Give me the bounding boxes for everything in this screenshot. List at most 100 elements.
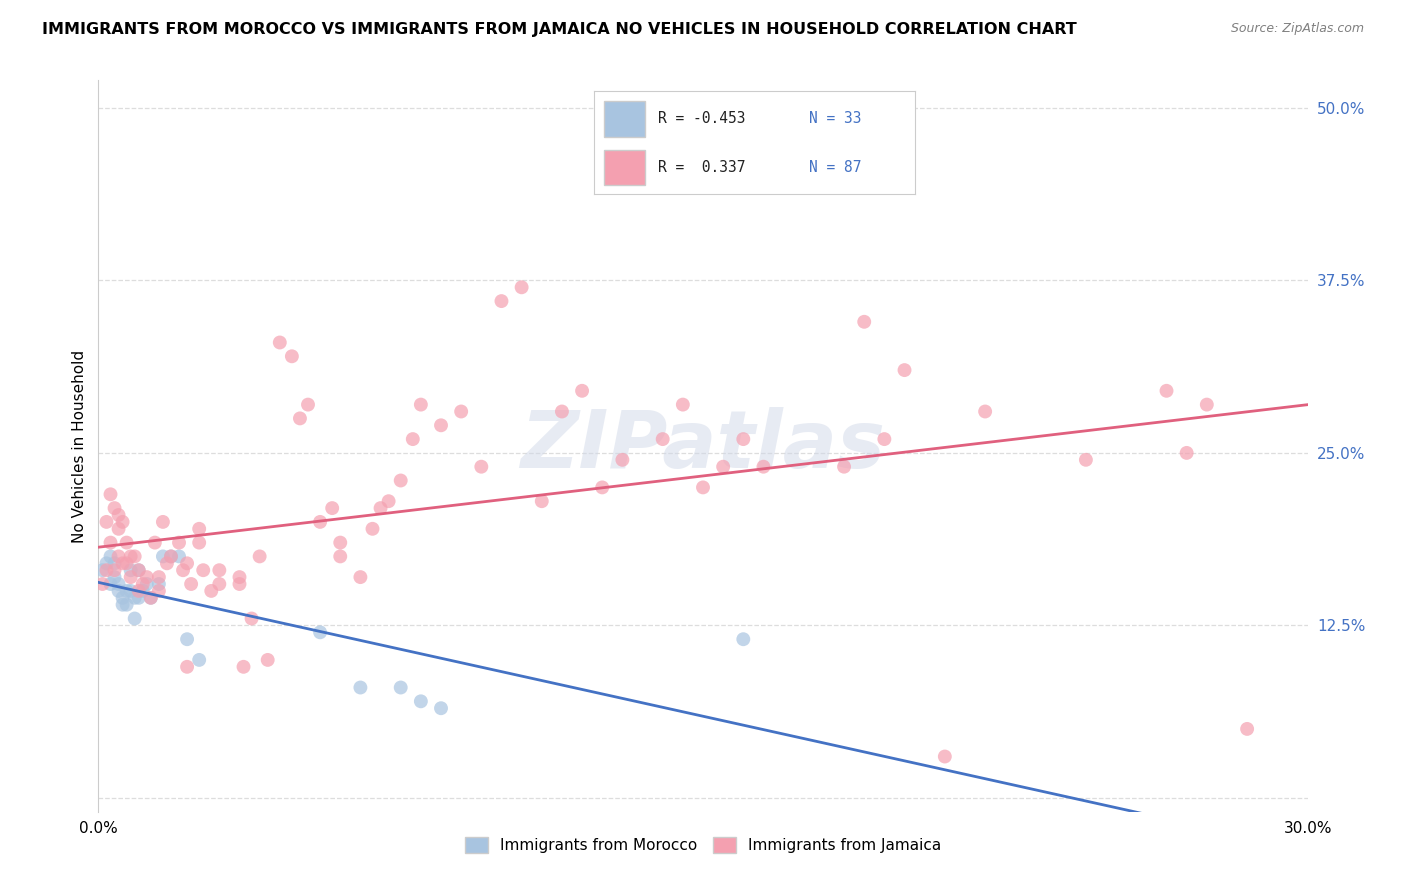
Point — [160, 549, 183, 564]
Point — [510, 280, 533, 294]
Point — [309, 625, 332, 640]
Point — [1175, 446, 1198, 460]
Point — [91, 563, 114, 577]
Point — [103, 570, 125, 584]
Point — [329, 549, 352, 564]
Point — [651, 432, 673, 446]
Point — [361, 522, 384, 536]
Point — [115, 557, 138, 571]
Point — [128, 583, 150, 598]
Point — [152, 515, 174, 529]
Point — [160, 549, 183, 564]
Point — [128, 591, 150, 605]
Point — [188, 535, 211, 549]
Point — [1156, 384, 1178, 398]
Point — [450, 404, 472, 418]
Point — [934, 749, 956, 764]
Point — [91, 577, 114, 591]
Point — [115, 535, 138, 549]
Point — [111, 598, 134, 612]
Point — [470, 459, 492, 474]
Point — [349, 570, 371, 584]
Point — [107, 522, 129, 536]
Point — [111, 591, 134, 605]
Point — [711, 459, 734, 474]
Point — [672, 398, 695, 412]
Point — [96, 515, 118, 529]
Point — [148, 570, 170, 584]
Point — [853, 315, 876, 329]
Point — [228, 570, 250, 584]
Point — [128, 563, 150, 577]
Point — [176, 557, 198, 571]
Point — [208, 563, 231, 577]
Legend: Immigrants from Morocco, Immigrants from Jamaica: Immigrants from Morocco, Immigrants from… — [458, 830, 948, 859]
Point — [103, 563, 125, 577]
Point — [591, 480, 613, 494]
Point — [100, 549, 122, 564]
Point — [200, 583, 222, 598]
Point — [115, 598, 138, 612]
Point — [692, 480, 714, 494]
Point — [402, 432, 425, 446]
Point — [120, 570, 142, 584]
Point — [873, 432, 896, 446]
Point — [172, 563, 194, 577]
Point — [156, 557, 179, 571]
Point — [329, 535, 352, 549]
Point — [249, 549, 271, 564]
Text: Source: ZipAtlas.com: Source: ZipAtlas.com — [1230, 22, 1364, 36]
Point — [176, 660, 198, 674]
Point — [135, 570, 157, 584]
Point — [430, 418, 453, 433]
Point — [135, 577, 157, 591]
Point — [309, 515, 332, 529]
Point — [120, 563, 142, 577]
Point — [124, 549, 146, 564]
Point — [148, 577, 170, 591]
Point — [733, 432, 755, 446]
Point — [107, 508, 129, 522]
Point — [96, 557, 118, 571]
Point — [100, 577, 122, 591]
Point — [321, 501, 343, 516]
Point — [152, 549, 174, 564]
Point — [240, 611, 263, 625]
Point — [571, 384, 593, 398]
Point — [124, 591, 146, 605]
Point — [297, 398, 319, 412]
Point — [124, 611, 146, 625]
Point — [176, 632, 198, 647]
Point — [752, 459, 775, 474]
Point — [180, 577, 202, 591]
Point — [430, 701, 453, 715]
Point — [103, 557, 125, 571]
Point — [1195, 398, 1218, 412]
Point — [115, 583, 138, 598]
Point — [288, 411, 311, 425]
Point — [832, 459, 855, 474]
Point — [120, 549, 142, 564]
Point — [107, 549, 129, 564]
Point — [1236, 722, 1258, 736]
Point — [269, 335, 291, 350]
Point — [974, 404, 997, 418]
Point — [530, 494, 553, 508]
Point — [409, 694, 432, 708]
Point — [349, 681, 371, 695]
Point — [167, 549, 190, 564]
Point — [143, 535, 166, 549]
Point — [103, 501, 125, 516]
Point — [107, 583, 129, 598]
Point — [128, 563, 150, 577]
Point — [389, 474, 412, 488]
Point — [111, 557, 134, 571]
Point — [228, 577, 250, 591]
Point — [208, 577, 231, 591]
Point — [107, 577, 129, 591]
Point — [100, 535, 122, 549]
Point — [96, 563, 118, 577]
Point — [120, 583, 142, 598]
Y-axis label: No Vehicles in Household: No Vehicles in Household — [72, 350, 87, 542]
Point — [281, 349, 304, 363]
